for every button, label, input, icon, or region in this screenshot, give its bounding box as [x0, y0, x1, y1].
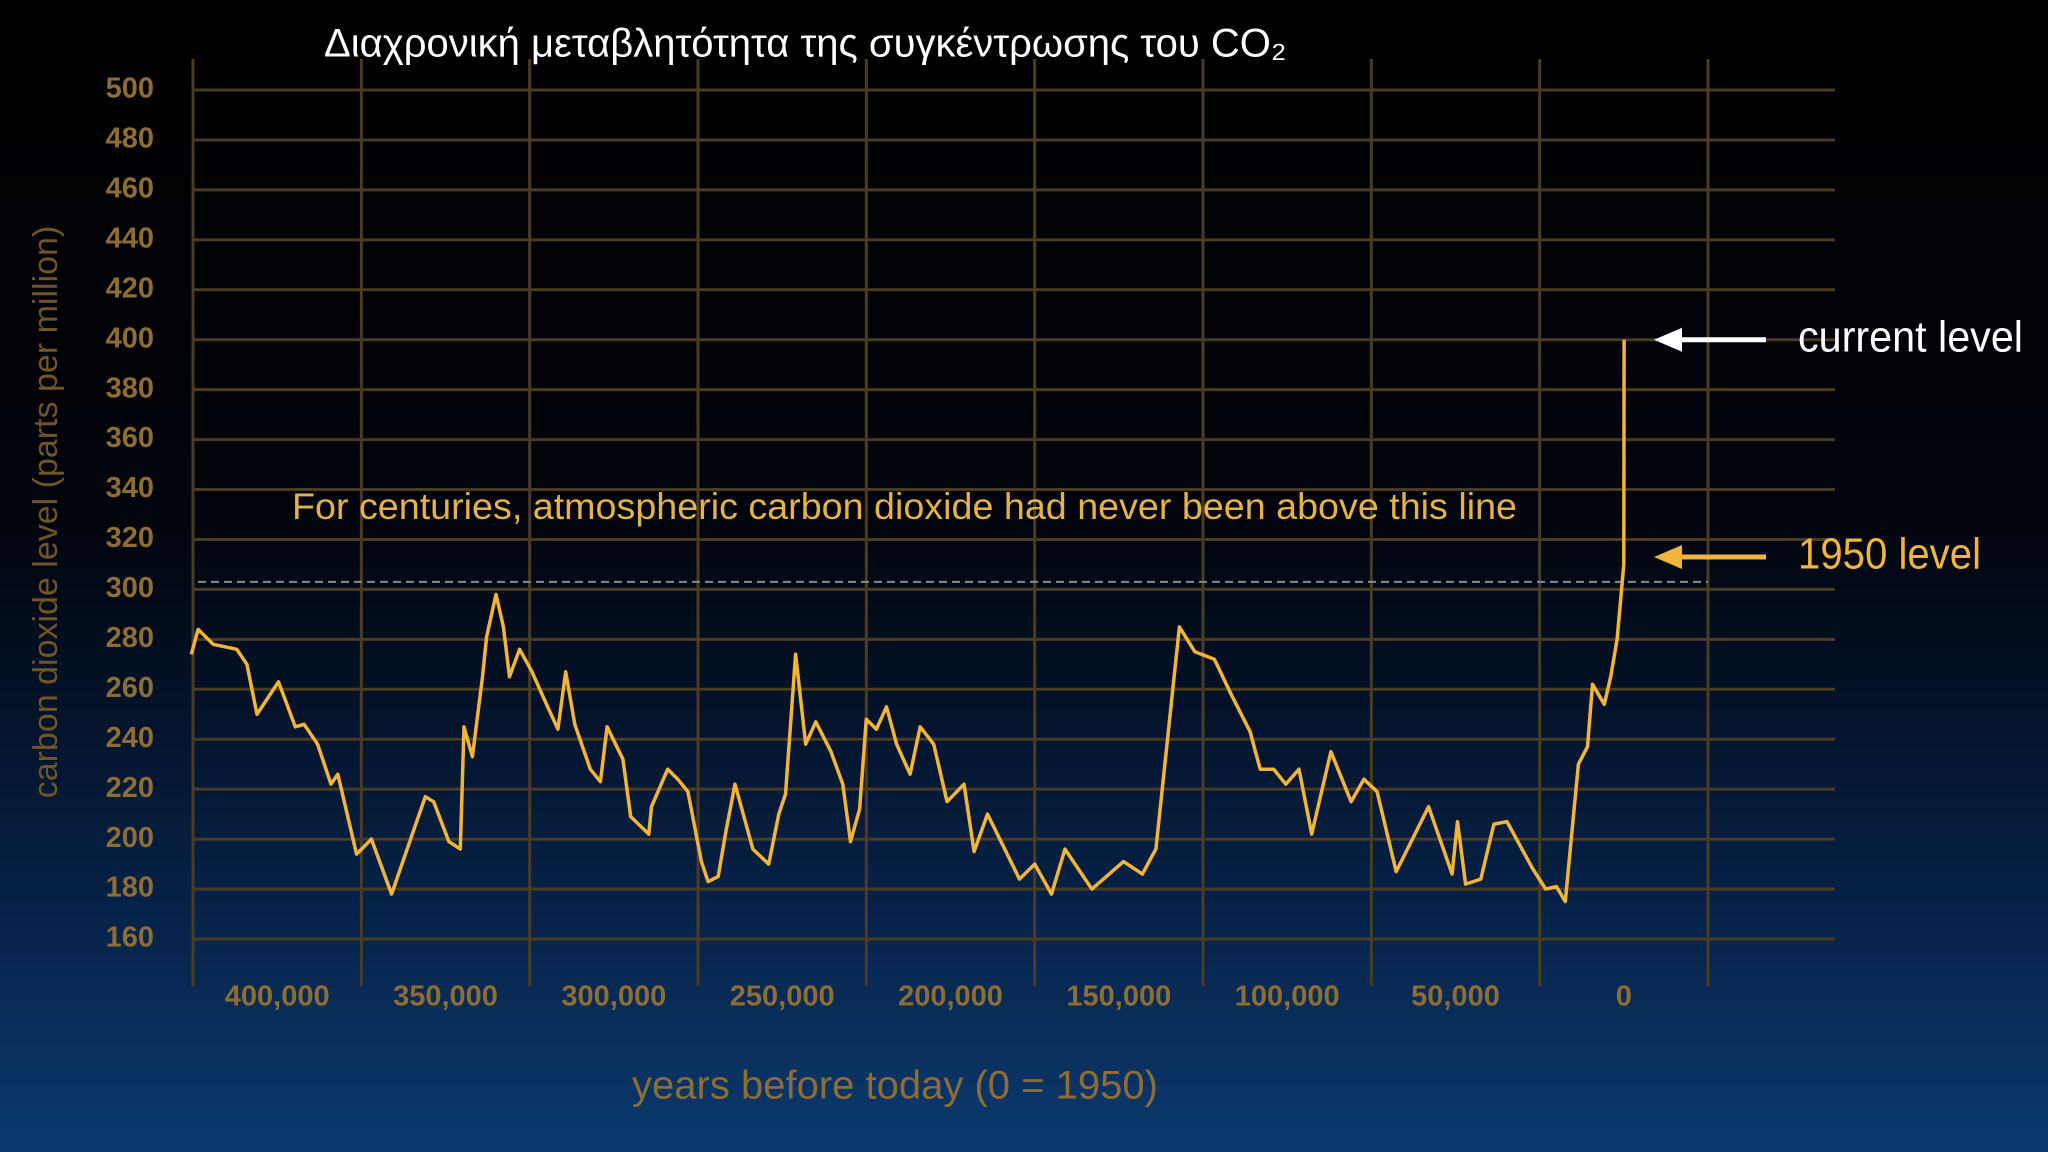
annotation-label: current level — [1798, 312, 2023, 361]
y-tick-label: 240 — [106, 722, 154, 754]
y-tick-label: 300 — [106, 572, 154, 604]
chart-title: Διαχρονική μεταβλητότητα της συγκέντρωση… — [324, 22, 1286, 66]
y-tick-label: 180 — [106, 872, 154, 904]
x-axis-label: years before today (0 = 1950) — [632, 1064, 1158, 1108]
x-tick-label: 50,000 — [1411, 981, 1500, 1013]
y-tick-label: 160 — [106, 922, 154, 954]
y-tick-label: 440 — [106, 222, 154, 254]
x-tick-label: 250,000 — [730, 981, 835, 1013]
y-tick-label: 400 — [106, 322, 154, 354]
y-tick-label: 500 — [106, 73, 154, 105]
x-tick-label: 350,000 — [393, 981, 498, 1013]
x-tick-label: 200,000 — [898, 981, 1003, 1013]
y-tick-label: 480 — [106, 123, 154, 155]
y-tick-label: 220 — [106, 772, 154, 804]
annotation-arrowhead — [1654, 327, 1682, 352]
annotation-label: 1950 level — [1798, 530, 1981, 579]
x-tick-label: 400,000 — [225, 981, 330, 1013]
y-tick-label: 460 — [106, 173, 154, 205]
x-tick-label: 0 — [1616, 981, 1632, 1013]
x-tick-label: 300,000 — [561, 981, 666, 1013]
y-tick-label: 200 — [106, 822, 154, 854]
reference-label: For centuries, atmospheric carbon dioxid… — [292, 486, 1517, 527]
data-line — [189, 339, 1626, 904]
x-tick-label: 150,000 — [1066, 981, 1171, 1013]
y-axis-label: carbon dioxide level (parts per million) — [27, 226, 65, 799]
x-tick-label: 100,000 — [1235, 981, 1340, 1013]
y-tick-label: 380 — [106, 372, 154, 404]
y-tick-label: 320 — [106, 522, 154, 554]
annotation-arrowhead — [1654, 544, 1682, 569]
y-tick-label: 420 — [106, 272, 154, 304]
y-tick-label: 360 — [106, 422, 154, 454]
y-tick-label: 260 — [106, 672, 154, 704]
y-tick-label: 340 — [106, 472, 154, 504]
y-tick-label: 280 — [106, 622, 154, 654]
